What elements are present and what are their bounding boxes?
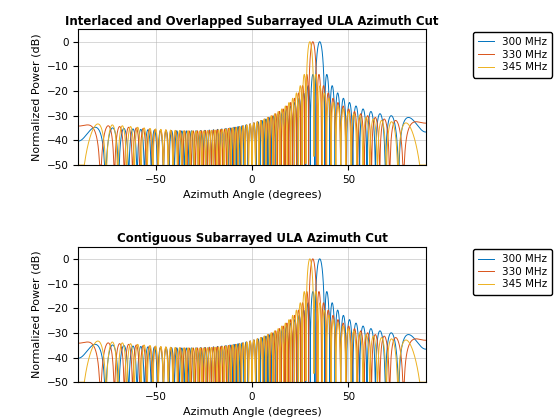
300 MHz: [266, 337, 273, 342]
330 MHz: [75, 341, 82, 346]
300 MHz: [118, 349, 125, 354]
330 MHz: [234, 144, 240, 149]
Line: 300 MHz: 300 MHz: [78, 259, 426, 382]
345 MHz: [266, 150, 273, 155]
345 MHz: [306, 39, 313, 44]
345 MHz: [234, 128, 240, 133]
300 MHz: [399, 123, 406, 128]
345 MHz: [118, 341, 125, 346]
300 MHz: [234, 132, 240, 137]
345 MHz: [234, 345, 240, 350]
345 MHz: [422, 380, 429, 385]
Line: 345 MHz: 345 MHz: [78, 42, 426, 165]
345 MHz: [235, 158, 242, 163]
345 MHz: [99, 127, 105, 132]
Line: 330 MHz: 330 MHz: [78, 42, 426, 165]
330 MHz: [96, 163, 103, 168]
300 MHz: [235, 125, 242, 130]
330 MHz: [422, 121, 429, 126]
300 MHz: [422, 346, 429, 352]
300 MHz: [75, 139, 82, 144]
Line: 345 MHz: 345 MHz: [78, 259, 426, 382]
300 MHz: [99, 353, 105, 358]
345 MHz: [422, 163, 429, 168]
Title: Contiguous Subarrayed ULA Azimuth Cut: Contiguous Subarrayed ULA Azimuth Cut: [116, 232, 388, 245]
Line: 300 MHz: 300 MHz: [78, 42, 426, 165]
300 MHz: [75, 356, 82, 361]
330 MHz: [75, 123, 82, 129]
345 MHz: [75, 163, 82, 168]
330 MHz: [99, 370, 105, 375]
330 MHz: [235, 349, 242, 354]
X-axis label: Azimuth Angle (degrees): Azimuth Angle (degrees): [183, 407, 321, 417]
300 MHz: [266, 120, 273, 125]
345 MHz: [399, 124, 406, 129]
Legend: 300 MHz, 330 MHz, 345 MHz: 300 MHz, 330 MHz, 345 MHz: [473, 32, 552, 78]
Y-axis label: Normalized Power (dB): Normalized Power (dB): [31, 251, 41, 378]
345 MHz: [306, 256, 313, 261]
300 MHz: [235, 342, 242, 347]
330 MHz: [310, 256, 316, 261]
X-axis label: Azimuth Angle (degrees): Azimuth Angle (degrees): [183, 190, 321, 200]
330 MHz: [399, 162, 406, 167]
330 MHz: [118, 346, 125, 351]
300 MHz: [101, 163, 108, 168]
300 MHz: [99, 136, 105, 141]
345 MHz: [99, 344, 105, 349]
330 MHz: [99, 152, 105, 158]
345 MHz: [266, 367, 273, 372]
330 MHz: [422, 338, 429, 343]
Line: 330 MHz: 330 MHz: [78, 259, 426, 382]
330 MHz: [235, 132, 242, 137]
330 MHz: [266, 338, 273, 343]
300 MHz: [101, 380, 108, 385]
Title: Interlaced and Overlapped Subarrayed ULA Azimuth Cut: Interlaced and Overlapped Subarrayed ULA…: [66, 15, 438, 28]
330 MHz: [96, 380, 103, 385]
300 MHz: [234, 349, 240, 354]
345 MHz: [118, 124, 125, 129]
Y-axis label: Normalized Power (dB): Normalized Power (dB): [31, 34, 41, 161]
300 MHz: [118, 132, 125, 137]
330 MHz: [234, 361, 240, 366]
300 MHz: [316, 256, 323, 261]
330 MHz: [118, 129, 125, 134]
300 MHz: [422, 129, 429, 134]
345 MHz: [235, 375, 242, 380]
330 MHz: [310, 39, 316, 44]
330 MHz: [266, 121, 273, 126]
300 MHz: [316, 39, 323, 44]
345 MHz: [399, 341, 406, 346]
345 MHz: [75, 380, 82, 385]
Legend: 300 MHz, 330 MHz, 345 MHz: 300 MHz, 330 MHz, 345 MHz: [473, 249, 552, 294]
300 MHz: [399, 340, 406, 345]
330 MHz: [399, 379, 406, 384]
